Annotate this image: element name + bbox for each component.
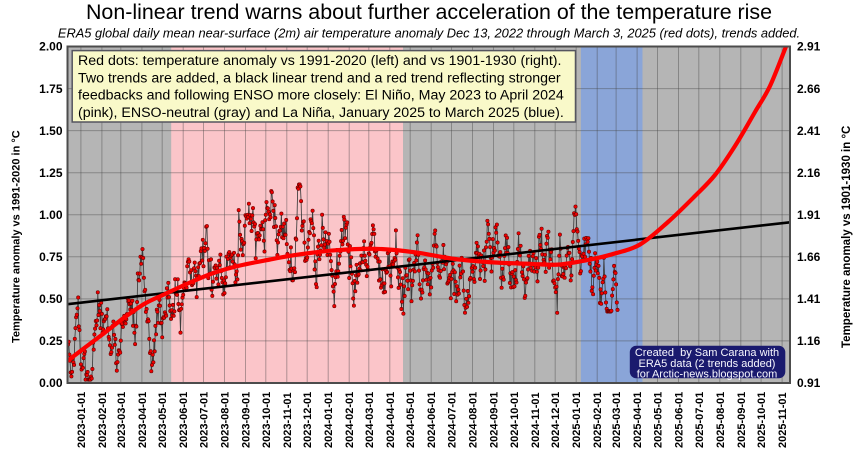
svg-text:0.91: 0.91	[797, 376, 821, 390]
svg-text:2025-11-01: 2025-11-01	[777, 392, 789, 448]
svg-text:2.66: 2.66	[797, 82, 821, 96]
svg-text:2023-07-01: 2023-07-01	[199, 392, 211, 448]
svg-text:1.66: 1.66	[797, 250, 821, 264]
svg-text:Red dots: temperature anomaly: Red dots: temperature anomaly vs 1991-20…	[78, 53, 561, 69]
svg-text:Temperature anomaly vs 1991-20: Temperature anomaly vs 1991-2020 in °C	[11, 130, 23, 343]
svg-text:Temperature anomaly vs 1901-19: Temperature anomaly vs 1901-1930 in °C	[841, 126, 853, 348]
svg-text:2024-01-01: 2024-01-01	[323, 392, 335, 448]
svg-text:2023-06-01: 2023-06-01	[178, 392, 190, 448]
svg-text:2023-09-01: 2023-09-01	[241, 392, 253, 448]
svg-text:2023-02-01: 2023-02-01	[97, 392, 109, 448]
svg-text:Created by Sam Carana with: Created by Sam Carana with	[635, 347, 779, 359]
svg-text:0.00: 0.00	[39, 376, 63, 390]
svg-text:2023-04-01: 2023-04-01	[137, 392, 149, 448]
svg-text:2025-03-01: 2025-03-01	[611, 392, 623, 448]
svg-text:2024-11-01: 2024-11-01	[530, 392, 542, 448]
svg-text:2023-01-01: 2023-01-01	[76, 392, 88, 448]
svg-text:2.16: 2.16	[797, 166, 821, 180]
svg-text:2.00: 2.00	[39, 40, 63, 54]
svg-text:2023-08-01: 2023-08-01	[220, 392, 232, 448]
svg-text:Two trends are added, a black: Two trends are added, a black linear tre…	[78, 70, 561, 86]
svg-text:2023-11-01: 2023-11-01	[282, 392, 294, 448]
svg-text:2024-04-01: 2024-04-01	[385, 392, 397, 448]
svg-text:for Arctic-news.blogspot.com: for Arctic-news.blogspot.com	[637, 369, 778, 381]
svg-text:ERA5 data (2 trends added): ERA5 data (2 trends added)	[639, 358, 776, 370]
svg-text:2.41: 2.41	[797, 124, 821, 138]
svg-text:2024-09-01: 2024-09-01	[489, 392, 501, 448]
svg-text:0.50: 0.50	[39, 292, 63, 306]
svg-text:(pink), ENSO-neutral (gray) an: (pink), ENSO-neutral (gray) and La Niña,…	[78, 105, 564, 121]
svg-text:1.25: 1.25	[39, 166, 63, 180]
svg-text:2023-05-01: 2023-05-01	[157, 392, 169, 448]
svg-text:2.91: 2.91	[797, 40, 821, 54]
svg-text:2023-10-01: 2023-10-01	[261, 392, 273, 448]
svg-text:2025-01-01: 2025-01-01	[571, 392, 583, 448]
svg-text:1.16: 1.16	[797, 334, 821, 348]
svg-text:2024-08-01: 2024-08-01	[468, 392, 480, 448]
svg-text:2025-07-01: 2025-07-01	[694, 392, 706, 448]
svg-text:0.75: 0.75	[39, 250, 63, 264]
svg-text:2023-12-01: 2023-12-01	[302, 392, 314, 448]
svg-text:1.75: 1.75	[39, 82, 63, 96]
svg-text:2023-03-01: 2023-03-01	[116, 392, 128, 448]
svg-text:feedbacks and following ENSO m: feedbacks and following ENSO more closel…	[78, 88, 564, 104]
svg-text:2025-02-01: 2025-02-01	[592, 392, 604, 448]
svg-text:ERA5 global daily mean near-su: ERA5 global daily mean near-surface (2m)…	[58, 26, 800, 41]
svg-text:1.41: 1.41	[797, 292, 821, 306]
svg-text:2025-08-01: 2025-08-01	[715, 392, 727, 448]
svg-text:2025-09-01: 2025-09-01	[736, 392, 748, 448]
svg-text:2024-03-01: 2024-03-01	[364, 392, 376, 448]
svg-text:2024-07-01: 2024-07-01	[447, 392, 459, 448]
svg-text:2025-04-01: 2025-04-01	[632, 392, 644, 448]
svg-text:2024-02-01: 2024-02-01	[344, 392, 356, 448]
svg-text:2025-05-01: 2025-05-01	[653, 392, 665, 448]
svg-text:2024-12-01: 2024-12-01	[550, 392, 562, 448]
svg-text:2025-06-01: 2025-06-01	[674, 392, 686, 448]
svg-text:2024-10-01: 2024-10-01	[509, 392, 521, 448]
svg-text:1.00: 1.00	[39, 208, 63, 222]
svg-text:1.50: 1.50	[39, 124, 63, 138]
svg-text:Non-linear trend warns about f: Non-linear trend warns about further acc…	[86, 0, 772, 24]
svg-text:0.25: 0.25	[39, 334, 63, 348]
svg-text:2024-05-01: 2024-05-01	[405, 392, 417, 448]
svg-text:1.91: 1.91	[797, 208, 821, 222]
svg-text:2024-06-01: 2024-06-01	[426, 392, 438, 448]
svg-text:2025-10-01: 2025-10-01	[756, 392, 768, 448]
